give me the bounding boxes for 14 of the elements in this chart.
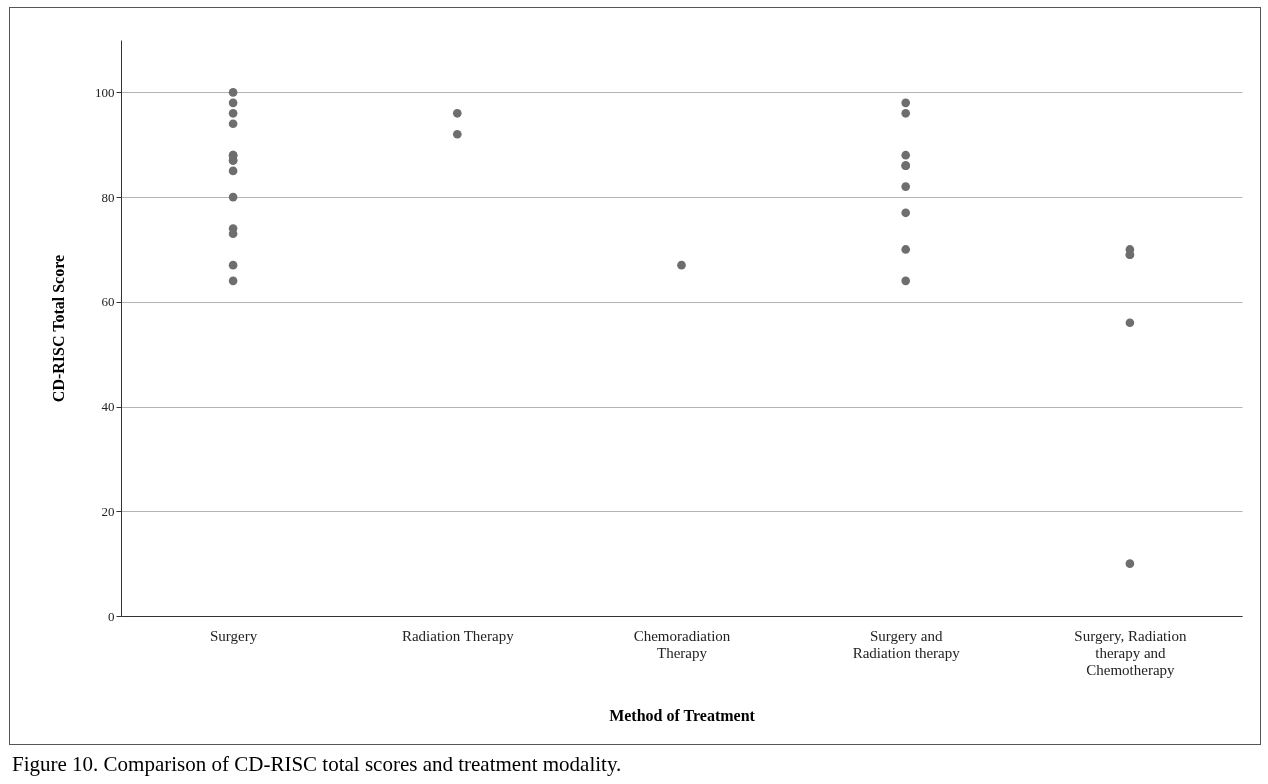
y-tick-label: 0 (108, 608, 115, 624)
x-tick-label: Surgery and Radiation therapy (852, 627, 961, 661)
y-tick-label: 100 (95, 84, 115, 100)
y-tick-label: 20 (101, 503, 115, 519)
y-tick-label: 60 (101, 294, 115, 310)
x-tick-label: Radiation Therapy (401, 627, 515, 644)
x-tick-label: Surgery, Radiation therapy and Chemotherapy (1074, 627, 1187, 678)
y-tick-label: 80 (101, 189, 115, 205)
x-axis-title: Method of Treatment (609, 706, 756, 724)
x-tick-label: Chemoradiation Therapy (633, 627, 731, 661)
y-axis-title: CD-RISC Total Score (50, 254, 67, 403)
y-tick-label: 40 (101, 399, 115, 415)
caption: Figure 10. Comparison of CD-RISC total scores and treatment modality. (12, 752, 622, 777)
x-tick-label: Surgery (209, 627, 258, 644)
